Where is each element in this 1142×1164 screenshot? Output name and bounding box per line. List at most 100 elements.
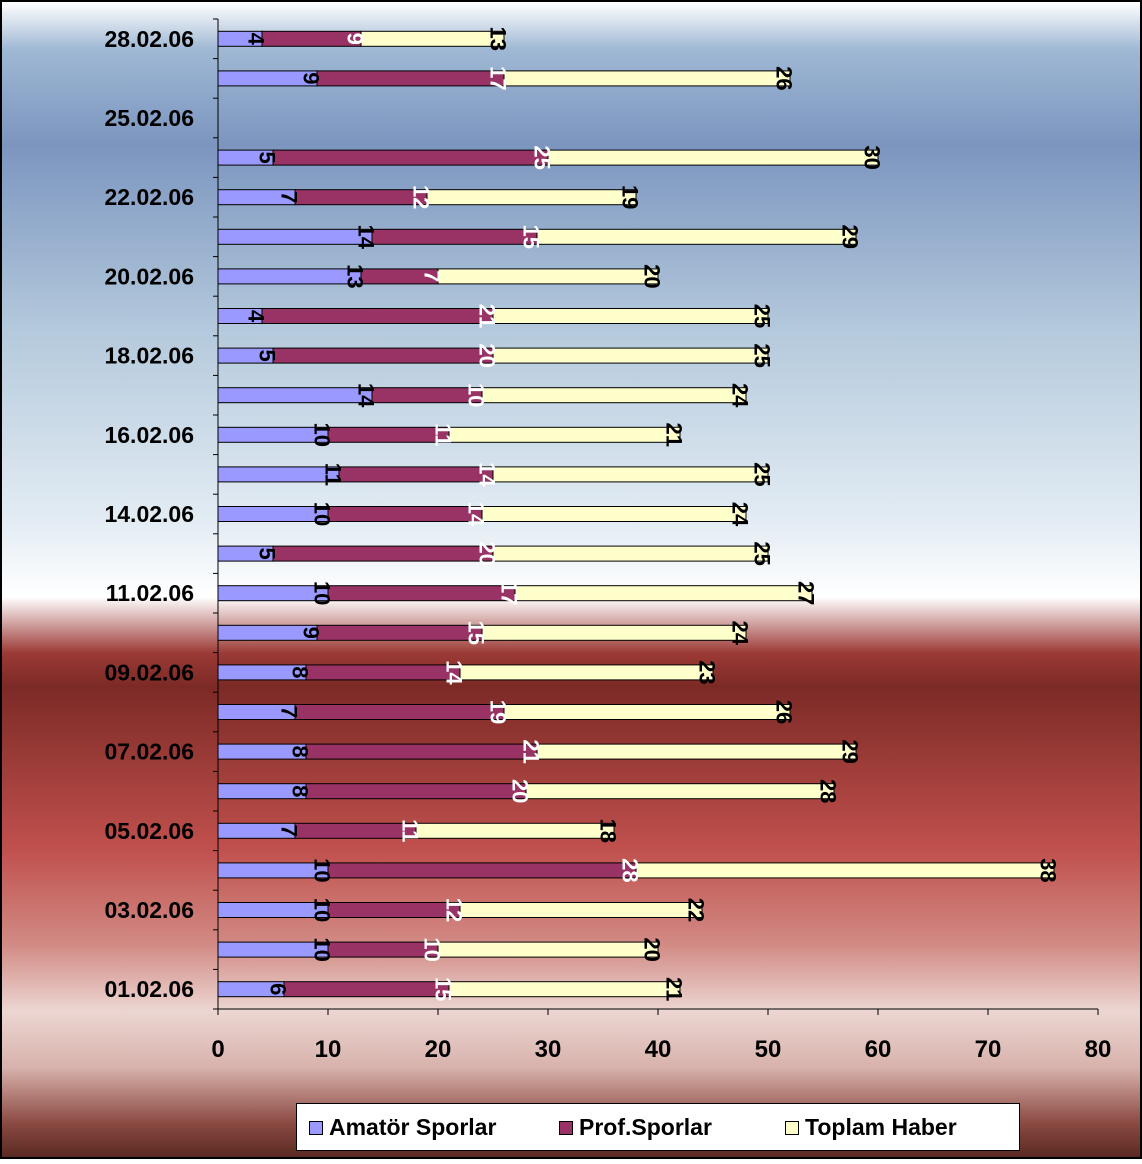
bar-toplam-21.02.06 bbox=[536, 228, 857, 245]
data-label-prof-03.02.06: 12 bbox=[442, 898, 467, 922]
data-label-amator-06.02.06: 8 bbox=[288, 785, 313, 797]
x-tick-label-50: 50 bbox=[755, 1036, 782, 1063]
data-label-toplam-01.02.06: 21 bbox=[662, 977, 687, 1001]
data-label-amator-18.02.06: 5 bbox=[255, 349, 280, 361]
data-label-amator-10.02.06: 9 bbox=[299, 627, 324, 639]
data-label-prof-14.02.06: 14 bbox=[464, 502, 489, 527]
legend-label-toplam: Toplam Haber bbox=[805, 1114, 957, 1140]
category-label-03.02.06: 03.02.06 bbox=[104, 897, 194, 923]
legend-item-amator: Amatör Sporlar bbox=[309, 1114, 496, 1141]
data-label-toplam-04.02.06: 38 bbox=[1036, 858, 1061, 882]
data-label-toplam-15.02.06: 25 bbox=[750, 462, 775, 486]
data-label-toplam-13.02.06: 25 bbox=[750, 541, 775, 565]
data-label-amator-07.02.06: 8 bbox=[288, 745, 313, 757]
data-label-amator-21.02.06: 14 bbox=[354, 225, 379, 250]
data-label-prof-11.02.06: 17 bbox=[497, 581, 522, 605]
legend-label-amator: Amatör Sporlar bbox=[329, 1114, 497, 1140]
legend-swatch-toplam bbox=[785, 1120, 799, 1135]
data-label-toplam-20.02.06: 20 bbox=[640, 264, 665, 288]
data-label-amator-05.02.06: 7 bbox=[277, 825, 302, 837]
data-label-toplam-18.02.06: 25 bbox=[750, 343, 775, 367]
bar-toplam-22.02.06 bbox=[426, 189, 637, 206]
bar-prof-18.02.06 bbox=[272, 347, 494, 364]
bars-layer bbox=[217, 30, 1055, 998]
bar-prof-15.02.06 bbox=[338, 466, 494, 483]
bar-toplam-01.02.06 bbox=[448, 981, 681, 998]
category-label-14.02.06: 14.02.06 bbox=[104, 501, 194, 527]
bar-amator-21.02.06 bbox=[217, 228, 373, 245]
data-label-toplam-17.02.06: 24 bbox=[728, 383, 753, 408]
data-label-prof-28.02.06: 9 bbox=[343, 33, 368, 45]
data-label-prof-10.02.06: 15 bbox=[464, 621, 489, 645]
category-label-16.02.06: 16.02.06 bbox=[104, 422, 194, 448]
legend: Amatör Sporlar Prof.Sporlar Toplam Haber bbox=[296, 1103, 1020, 1151]
bar-toplam-09.02.06 bbox=[459, 664, 714, 681]
data-label-amator-03.02.06: 10 bbox=[310, 898, 335, 922]
data-label-prof-27.02.06: 17 bbox=[486, 66, 511, 90]
data-label-toplam-14.02.06: 24 bbox=[728, 502, 753, 527]
legend-label-prof: Prof.Sporlar bbox=[579, 1114, 712, 1140]
data-label-prof-19.02.06: 21 bbox=[475, 304, 500, 328]
data-label-amator-09.02.06: 8 bbox=[288, 666, 313, 678]
data-label-prof-16.02.06: 11 bbox=[431, 423, 456, 446]
bar-toplam-06.02.06 bbox=[525, 783, 835, 800]
bar-prof-04.02.06 bbox=[327, 862, 637, 879]
data-label-toplam-11.02.06: 27 bbox=[794, 581, 819, 605]
data-label-toplam-06.02.06: 28 bbox=[816, 779, 841, 803]
bar-prof-23.02.06 bbox=[272, 149, 549, 166]
data-label-prof-08.02.06: 19 bbox=[486, 700, 511, 724]
bar-amator-17.02.06 bbox=[217, 387, 373, 404]
bar-toplam-14.02.06 bbox=[481, 506, 747, 522]
bar-prof-11.02.06 bbox=[327, 585, 516, 602]
data-label-prof-09.02.06: 14 bbox=[442, 660, 467, 685]
x-tick-label-80: 80 bbox=[1085, 1036, 1112, 1063]
legend-swatch-prof bbox=[559, 1120, 573, 1135]
data-label-toplam-05.02.06: 18 bbox=[596, 819, 621, 843]
x-tick-label-60: 60 bbox=[865, 1036, 892, 1063]
bar-toplam-02.02.06 bbox=[437, 941, 659, 958]
data-label-amator-04.02.06: 10 bbox=[310, 858, 335, 882]
category-label-07.02.06: 07.02.06 bbox=[104, 739, 194, 765]
bar-toplam-08.02.06 bbox=[503, 704, 791, 720]
category-label-01.02.06: 01.02.06 bbox=[104, 976, 194, 1002]
legend-item-toplam: Toplam Haber bbox=[785, 1114, 957, 1141]
data-label-amator-28.02.06: 4 bbox=[244, 33, 269, 46]
data-label-amator-17.02.06: 14 bbox=[354, 383, 379, 408]
labels-layer: 6 15 21 10 10 20 10 12 22 10 28 38 7 11 18 8 20 28 8 21 29 7 1… bbox=[104, 26, 1111, 1063]
bar-prof-09.02.06 bbox=[305, 664, 461, 681]
data-label-amator-23.02.06: 5 bbox=[255, 151, 280, 163]
data-label-amator-14.02.06: 10 bbox=[310, 502, 335, 526]
data-label-amator-15.02.06: 11 bbox=[321, 463, 346, 486]
bar-toplam-23.02.06 bbox=[547, 149, 879, 166]
bar-toplam-11.02.06 bbox=[514, 585, 813, 602]
legend-item-prof: Prof.Sporlar bbox=[559, 1114, 712, 1141]
bar-prof-10.02.06 bbox=[316, 624, 483, 641]
bar-prof-13.02.06 bbox=[272, 545, 494, 562]
bar-prof-14.02.06 bbox=[327, 506, 483, 522]
bar-prof-07.02.06 bbox=[305, 743, 538, 760]
data-label-prof-13.02.06: 20 bbox=[475, 541, 500, 565]
bar-prof-08.02.06 bbox=[294, 704, 505, 720]
data-label-prof-21.02.06: 15 bbox=[519, 225, 544, 249]
bar-prof-03.02.06 bbox=[327, 902, 461, 918]
x-tick-label-10: 10 bbox=[315, 1036, 342, 1063]
bar-toplam-19.02.06 bbox=[492, 308, 769, 324]
data-label-prof-20.02.06: 7 bbox=[420, 270, 445, 282]
data-label-amator-27.02.06: 9 bbox=[299, 72, 324, 84]
category-label-20.02.06: 20.02.06 bbox=[104, 263, 194, 289]
data-label-toplam-03.02.06: 22 bbox=[684, 898, 709, 922]
data-label-amator-13.02.06: 5 bbox=[255, 547, 280, 559]
data-label-toplam-02.02.06: 20 bbox=[640, 937, 665, 961]
data-label-prof-04.02.06: 28 bbox=[618, 858, 643, 882]
data-label-amator-16.02.06: 10 bbox=[310, 423, 335, 447]
category-label-05.02.06: 05.02.06 bbox=[104, 818, 194, 844]
data-label-amator-01.02.06: 6 bbox=[266, 983, 291, 995]
data-label-toplam-16.02.06: 21 bbox=[662, 423, 687, 447]
bar-toplam-15.02.06 bbox=[492, 466, 769, 483]
category-label-25.02.06: 25.02.06 bbox=[104, 105, 194, 131]
data-label-prof-06.02.06: 20 bbox=[508, 779, 533, 803]
bar-toplam-18.02.06 bbox=[492, 347, 769, 364]
data-label-toplam-10.02.06: 24 bbox=[728, 621, 753, 646]
